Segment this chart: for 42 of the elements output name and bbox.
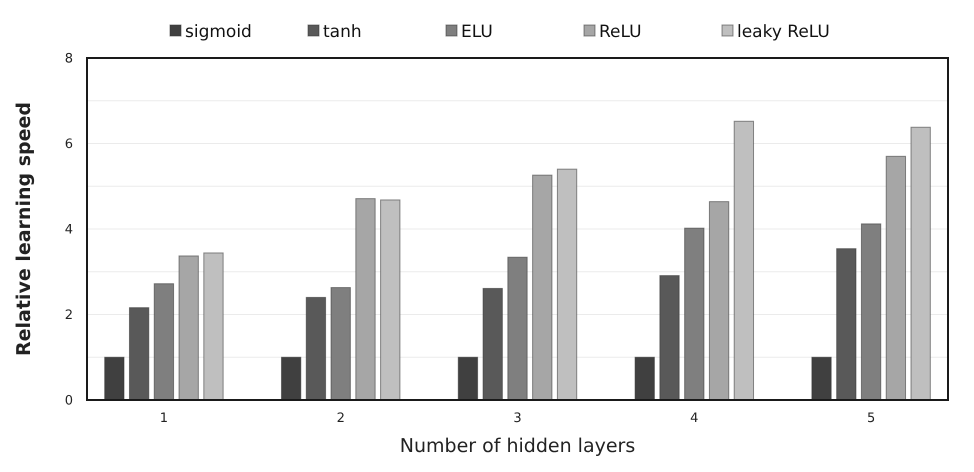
bar	[280, 356, 302, 400]
bar	[104, 356, 125, 400]
bar	[659, 275, 680, 400]
bar	[532, 174, 552, 400]
bar	[128, 307, 150, 400]
bar	[458, 356, 478, 400]
legend-label: ReLU	[599, 22, 642, 42]
bar	[634, 356, 655, 400]
y-tick-label: 4	[64, 222, 73, 238]
y-axis-title: Relative learning speed	[13, 102, 35, 356]
bar	[355, 198, 376, 400]
bar	[708, 201, 730, 400]
legend-label: leaky ReLU	[737, 22, 830, 42]
bar	[380, 199, 400, 400]
bar	[330, 287, 351, 400]
legend-label: sigmoid	[185, 22, 252, 42]
x-axis-title: Number of hidden layers	[400, 435, 636, 457]
y-tick-label: 8	[64, 52, 73, 67]
x-tick-label: 3	[513, 411, 522, 426]
bar	[860, 223, 882, 400]
bar	[684, 228, 704, 400]
x-tick-label: 2	[336, 411, 345, 426]
y-tick-label: 0	[64, 394, 73, 409]
legend-label: ELU	[461, 22, 493, 42]
bar	[811, 356, 832, 400]
bar	[507, 256, 528, 400]
bar	[203, 252, 224, 400]
x-tick-label: 1	[160, 411, 168, 426]
bar	[910, 126, 931, 400]
bar	[886, 156, 906, 400]
x-tick-label: 4	[690, 411, 698, 426]
legend-label: tanh	[323, 22, 362, 42]
bar	[734, 120, 754, 400]
bar	[306, 296, 326, 400]
bar	[178, 255, 199, 400]
bar	[482, 288, 503, 400]
x-tick-label: 5	[866, 411, 876, 426]
y-tick-label: 2	[64, 308, 73, 324]
y-tick-label: 6	[64, 137, 73, 152]
bar	[836, 248, 856, 400]
bar	[556, 168, 578, 400]
bar	[154, 283, 174, 400]
